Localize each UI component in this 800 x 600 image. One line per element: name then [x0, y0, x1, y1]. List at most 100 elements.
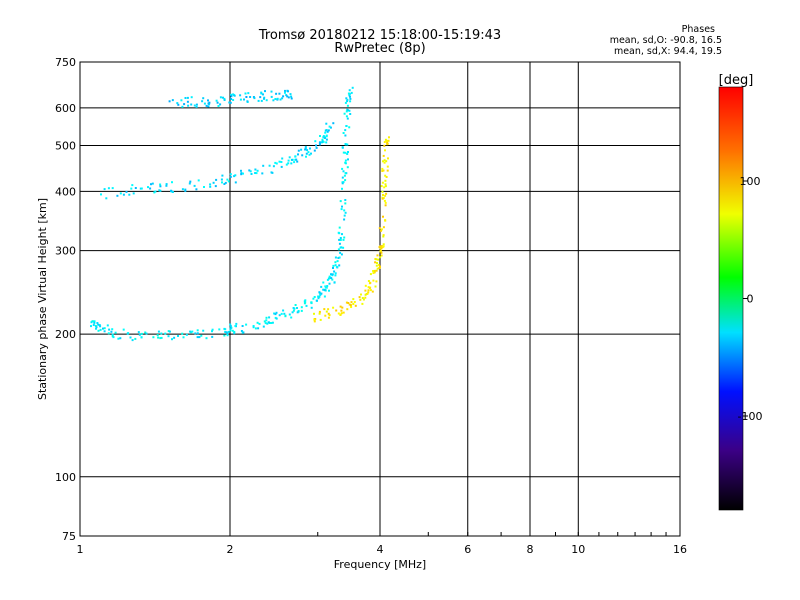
data-point — [167, 330, 170, 333]
data-point — [328, 289, 330, 292]
data-point — [339, 305, 342, 308]
data-point — [223, 327, 226, 330]
data-point — [242, 172, 244, 175]
data-point — [334, 261, 337, 264]
data-point — [281, 97, 284, 100]
data-point — [344, 151, 347, 154]
data-point — [239, 98, 242, 101]
data-point — [296, 160, 299, 163]
data-point — [160, 332, 163, 335]
data-point — [231, 329, 234, 332]
data-point — [290, 158, 293, 161]
y-tick-labels: 75 100 200 300 400 500 600 750 — [55, 56, 76, 543]
data-point — [323, 295, 326, 298]
data-point — [382, 245, 385, 248]
y-tick-label: 200 — [55, 328, 76, 341]
data-point — [346, 98, 349, 101]
data-point — [337, 248, 340, 251]
data-point — [320, 292, 323, 295]
data-point — [326, 278, 329, 281]
data-point — [342, 132, 345, 134]
data-point — [200, 334, 203, 337]
data-point — [384, 174, 387, 177]
data-point — [223, 334, 226, 337]
data-point — [116, 194, 119, 197]
data-point — [376, 267, 379, 270]
data-point — [233, 175, 236, 178]
data-point — [122, 328, 125, 331]
data-point — [285, 94, 288, 97]
data-point — [260, 91, 263, 94]
data-point — [190, 103, 193, 106]
data-point — [310, 301, 313, 304]
data-point — [250, 173, 253, 175]
data-point — [92, 324, 95, 326]
data-point — [341, 205, 343, 208]
data-point — [283, 312, 286, 315]
data-point — [195, 188, 198, 191]
data-point — [327, 308, 330, 311]
data-point — [341, 306, 344, 309]
data-point — [107, 187, 110, 190]
data-point — [361, 302, 364, 305]
data-point — [205, 337, 208, 340]
data-point — [313, 319, 316, 322]
data-point — [380, 229, 382, 232]
data-point — [328, 275, 331, 278]
data-point — [138, 333, 141, 336]
data-point — [348, 94, 351, 97]
data-point — [383, 161, 386, 164]
data-point — [147, 186, 149, 189]
data-point — [290, 162, 293, 165]
data-point — [181, 105, 184, 108]
data-point — [331, 273, 334, 276]
data-point — [315, 146, 318, 149]
data-point — [350, 91, 353, 94]
y-tick-label: 75 — [62, 530, 76, 543]
data-point — [257, 99, 260, 102]
data-point — [157, 336, 160, 339]
data-point — [339, 246, 342, 249]
data-point — [322, 281, 325, 284]
data-point — [367, 280, 370, 282]
data-point — [103, 188, 106, 191]
data-point — [171, 99, 174, 102]
data-point — [275, 311, 278, 314]
x-tick-label: 6 — [464, 543, 471, 556]
data-point — [168, 330, 171, 333]
data-point — [270, 171, 273, 174]
data-point — [300, 306, 303, 309]
data-point — [234, 174, 237, 177]
data-point — [216, 101, 219, 104]
data-point — [279, 98, 282, 101]
data-point — [294, 155, 297, 158]
data-point — [129, 336, 132, 339]
data-point — [271, 321, 274, 324]
data-point — [293, 307, 296, 310]
data-point — [383, 141, 386, 143]
data-point — [97, 323, 100, 326]
data-point — [384, 219, 387, 222]
data-point — [321, 138, 324, 141]
data-point — [378, 266, 381, 269]
data-point — [223, 183, 226, 185]
data-point — [223, 97, 226, 100]
data-point — [244, 92, 247, 95]
data-point — [344, 143, 347, 146]
data-point — [332, 122, 335, 125]
data-point — [344, 161, 347, 164]
data-point — [265, 319, 268, 322]
data-point — [369, 289, 372, 292]
data-point — [274, 313, 277, 316]
data-point — [339, 314, 342, 316]
data-point — [382, 154, 385, 157]
data-point — [347, 158, 349, 161]
data-point — [318, 295, 321, 298]
data-point — [383, 186, 386, 189]
data-point — [119, 192, 122, 195]
data-point — [229, 175, 232, 178]
data-point — [368, 287, 371, 289]
data-point — [130, 187, 133, 190]
colorbar-tick-label: 100 — [740, 175, 761, 188]
data-point — [341, 167, 344, 170]
